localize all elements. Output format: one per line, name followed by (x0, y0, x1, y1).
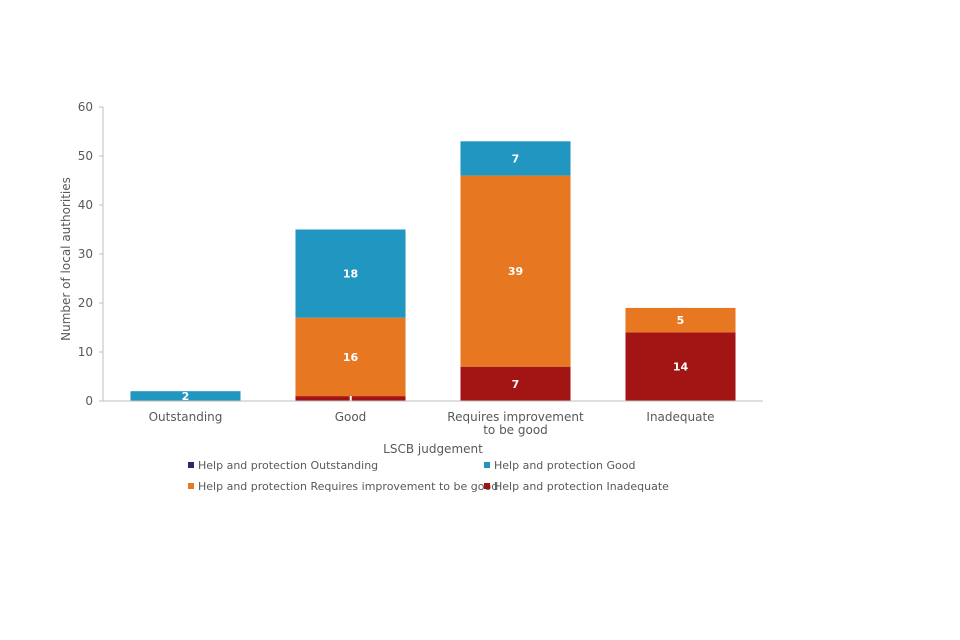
legend-label: Help and protection Outstanding (198, 459, 378, 472)
bar-segment (625, 307, 736, 333)
x-tick-label: Inadequate (646, 410, 714, 424)
legend-swatch (188, 462, 194, 468)
bar-segment (460, 175, 571, 367)
bar-segment (625, 332, 736, 401)
y-tick-label: 0 (85, 394, 93, 408)
y-ticks-group: 0 10 20 30 40 50 60 (78, 100, 103, 408)
bar-data-label: 18 (343, 268, 358, 281)
legend-label: Help and protection Good (494, 459, 635, 472)
y-axis-title: Number of local authorities (59, 177, 73, 341)
bar-data-label: 14 (673, 361, 689, 374)
bar-segment (295, 317, 406, 397)
x-axis-title: LSCB judgement (383, 442, 483, 456)
bar-data-label: 7 (512, 152, 520, 165)
bar-data-label: 1 (347, 393, 355, 406)
y-tick-label: 40 (78, 198, 93, 212)
legend-label: Help and protection Requires improvement… (198, 480, 498, 493)
y-tick-label: 10 (78, 345, 93, 359)
x-tick-label: Good (335, 410, 367, 424)
bar-data-label: 16 (343, 351, 359, 364)
legend-swatch (484, 483, 490, 489)
bar-segment (295, 229, 406, 318)
bar-data-label: 7 (512, 378, 520, 391)
bar-data-label: 5 (677, 314, 685, 327)
y-tick-label: 20 (78, 296, 93, 310)
bar-data-label: 39 (508, 265, 523, 278)
y-tick-label: 60 (78, 100, 93, 114)
y-tick-label: 50 (78, 149, 93, 163)
bars-group: 2 1 16 18 7 39 7 14 5 (130, 141, 736, 406)
bar-segment (295, 396, 406, 401)
x-tick-label: to be good (483, 423, 548, 437)
legend-swatch (188, 483, 194, 489)
legend: Help and protection Outstanding Help and … (188, 459, 669, 493)
bar-data-label: 2 (182, 390, 190, 403)
bar-segment (460, 366, 571, 401)
y-tick-label: 30 (78, 247, 93, 261)
bar-segment (460, 141, 571, 176)
legend-swatch (484, 462, 490, 468)
legend-label: Help and protection Inadequate (494, 480, 669, 493)
bar-segment (130, 391, 241, 401)
x-tick-label: Outstanding (149, 410, 223, 424)
x-tick-label: Requires improvement (447, 410, 584, 424)
